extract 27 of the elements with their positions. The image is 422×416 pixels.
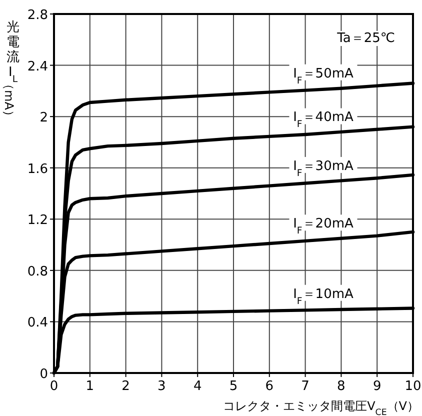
x-tick-label: 4 [193,379,202,394]
y-tick-label: 0.8 [27,264,48,280]
y-tick-label: 2 [40,110,48,126]
x-tick-label: 7 [301,379,310,394]
y-tick-label: 2.8 [27,8,48,23]
series-label: I$_{F}$＝10mA [293,286,354,306]
y-tick-label: 0.4 [27,316,48,331]
series-label: I$_{F}$＝40mA [293,110,354,130]
series-label: I$_{F}$＝30mA [293,158,354,178]
x-tick-label: 9 [372,379,382,394]
x-axis-title: コレクタ・エミッタ間電圧V$_{CE}$（V） [223,399,419,416]
x-tick-label: 0 [50,379,58,394]
y-tick-label: 1.6 [27,162,48,177]
series-label: I$_{F}$＝50mA [293,66,354,86]
annotation: Ta＝25℃ [336,31,395,46]
y-tick-label: 2.4 [27,59,48,74]
x-tick-label: 10 [404,379,422,394]
x-tick-label: 2 [122,379,130,394]
y-tick-label: 0 [40,367,48,382]
x-tick-label: 5 [229,379,238,394]
series-label: I$_{F}$＝20mA [293,216,354,236]
y-axis-title: 光電流I$_{L}$（mA） [2,20,20,122]
x-tick-label: 8 [337,379,346,394]
x-tick-label: 3 [158,379,166,394]
x-tick-label: 6 [265,379,274,394]
y-tick-label: 1.2 [27,213,48,228]
x-tick-label: 1 [86,379,94,394]
